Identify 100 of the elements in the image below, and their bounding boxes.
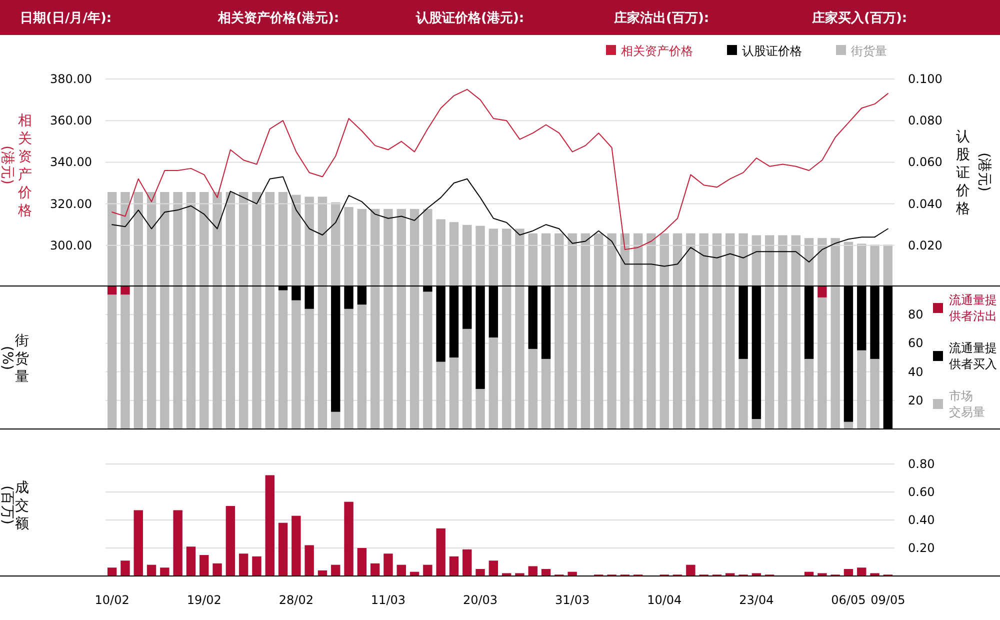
y2-tick-label: 0.020: [908, 238, 942, 252]
bar: [488, 560, 498, 576]
legend-label: 相关资产价格: [621, 44, 693, 58]
x-tick-label: 28/02: [278, 593, 314, 607]
bar: [344, 308, 354, 429]
bar: [278, 522, 288, 576]
bar: [331, 564, 340, 576]
y2-tick-label: 0.060: [908, 155, 942, 170]
legend-label: 认股证价格: [742, 44, 802, 58]
bar: [292, 516, 301, 576]
bar: [541, 358, 551, 429]
line-series: [112, 176, 888, 267]
bar: [226, 506, 236, 576]
bar: [186, 546, 196, 576]
bar: [436, 528, 446, 576]
bar: [528, 566, 538, 576]
text: 庄家买入(百万):: [811, 10, 908, 26]
legend-label: 流通量提供者买入: [949, 341, 997, 371]
x-tick-label: 09/05: [870, 593, 906, 607]
bar: [449, 358, 459, 429]
y-tick-label: 60: [908, 336, 924, 350]
bar: [870, 358, 880, 429]
bar: [278, 290, 288, 429]
bar: [265, 475, 274, 576]
bar: [541, 569, 551, 576]
bar: [252, 556, 262, 576]
bar: [384, 554, 393, 576]
y-tick-label: 320.00: [50, 196, 92, 211]
bar: [292, 300, 301, 429]
bar: [818, 573, 827, 576]
bar: [857, 568, 866, 576]
x-tick-label: 20/03: [462, 593, 498, 607]
bar: [686, 564, 696, 576]
y-tick-label: 340.00: [50, 155, 92, 170]
y-tick-label: 0.60: [908, 485, 935, 499]
y-tick-label: 20: [908, 393, 924, 408]
bar: [304, 545, 314, 576]
bar: [883, 244, 893, 286]
y-tick-label: 0.20: [908, 541, 935, 555]
bar: [423, 292, 432, 429]
y2-tick-label: 0.080: [908, 114, 942, 128]
bar: [146, 564, 156, 576]
bar: [212, 563, 222, 576]
x-tick-label: 31/03: [555, 593, 590, 607]
y-tick-label: 380.00: [50, 72, 92, 86]
bar: [370, 563, 380, 576]
bar: [107, 568, 117, 576]
bar: [436, 362, 446, 429]
bar: [357, 304, 367, 429]
bar: [476, 569, 485, 576]
bar: [844, 569, 854, 576]
legend-label: 街货量: [851, 44, 887, 58]
y-tick-label: 40: [908, 364, 924, 379]
bar: [120, 286, 130, 295]
bar: [488, 337, 498, 429]
bar: [120, 294, 130, 429]
x-tick-label: 23/04: [739, 593, 774, 607]
x-tick-label: 10/02: [94, 593, 130, 607]
legend-label: 流通量提供者沽出: [949, 293, 997, 323]
bar: [357, 548, 367, 576]
y2-tick-label: 0.040: [908, 196, 942, 211]
x-tick-label: 11/03: [370, 593, 406, 607]
bar: [738, 358, 748, 429]
y-tick-label: 80: [908, 308, 924, 322]
x-tick-label: 10/04: [647, 593, 682, 607]
bar: [857, 350, 866, 429]
x-tick-label: 19/02: [186, 593, 222, 607]
bar: [134, 510, 143, 576]
x-tick-label: 06/05: [831, 593, 866, 607]
line-series: [112, 88, 888, 250]
bar: [331, 412, 340, 429]
bar: [173, 510, 182, 576]
bar: [515, 573, 524, 576]
bar: [844, 242, 854, 286]
bar: [752, 418, 762, 429]
y-axis-title: 街货量(%): [0, 333, 29, 385]
bar: [304, 308, 314, 429]
bar: [818, 297, 827, 429]
legend-label: 市场交易量: [949, 389, 985, 419]
bar: [462, 328, 472, 429]
bar: [462, 549, 472, 576]
bar: [449, 556, 459, 576]
y2-tick-label: 0.100: [908, 72, 942, 86]
y-tick-label: 300.00: [50, 238, 92, 252]
bar: [396, 564, 406, 576]
text: 日期(日/月/年):: [20, 11, 112, 26]
bar: [804, 358, 814, 429]
bar: [528, 348, 538, 429]
bar: [107, 294, 117, 429]
bar: [344, 502, 354, 576]
y-tick-label: 0.80: [908, 457, 935, 471]
y-tick-label: 0.40: [908, 513, 935, 527]
y-tick-label: 360.00: [50, 114, 92, 128]
text: 庄家沽出(百万):: [613, 10, 710, 26]
bar: [818, 286, 827, 298]
bar: [476, 388, 485, 429]
text: 相关资产价格(港元):: [217, 10, 340, 26]
bar: [160, 568, 170, 576]
bar: [870, 573, 880, 576]
bar: [120, 560, 130, 576]
